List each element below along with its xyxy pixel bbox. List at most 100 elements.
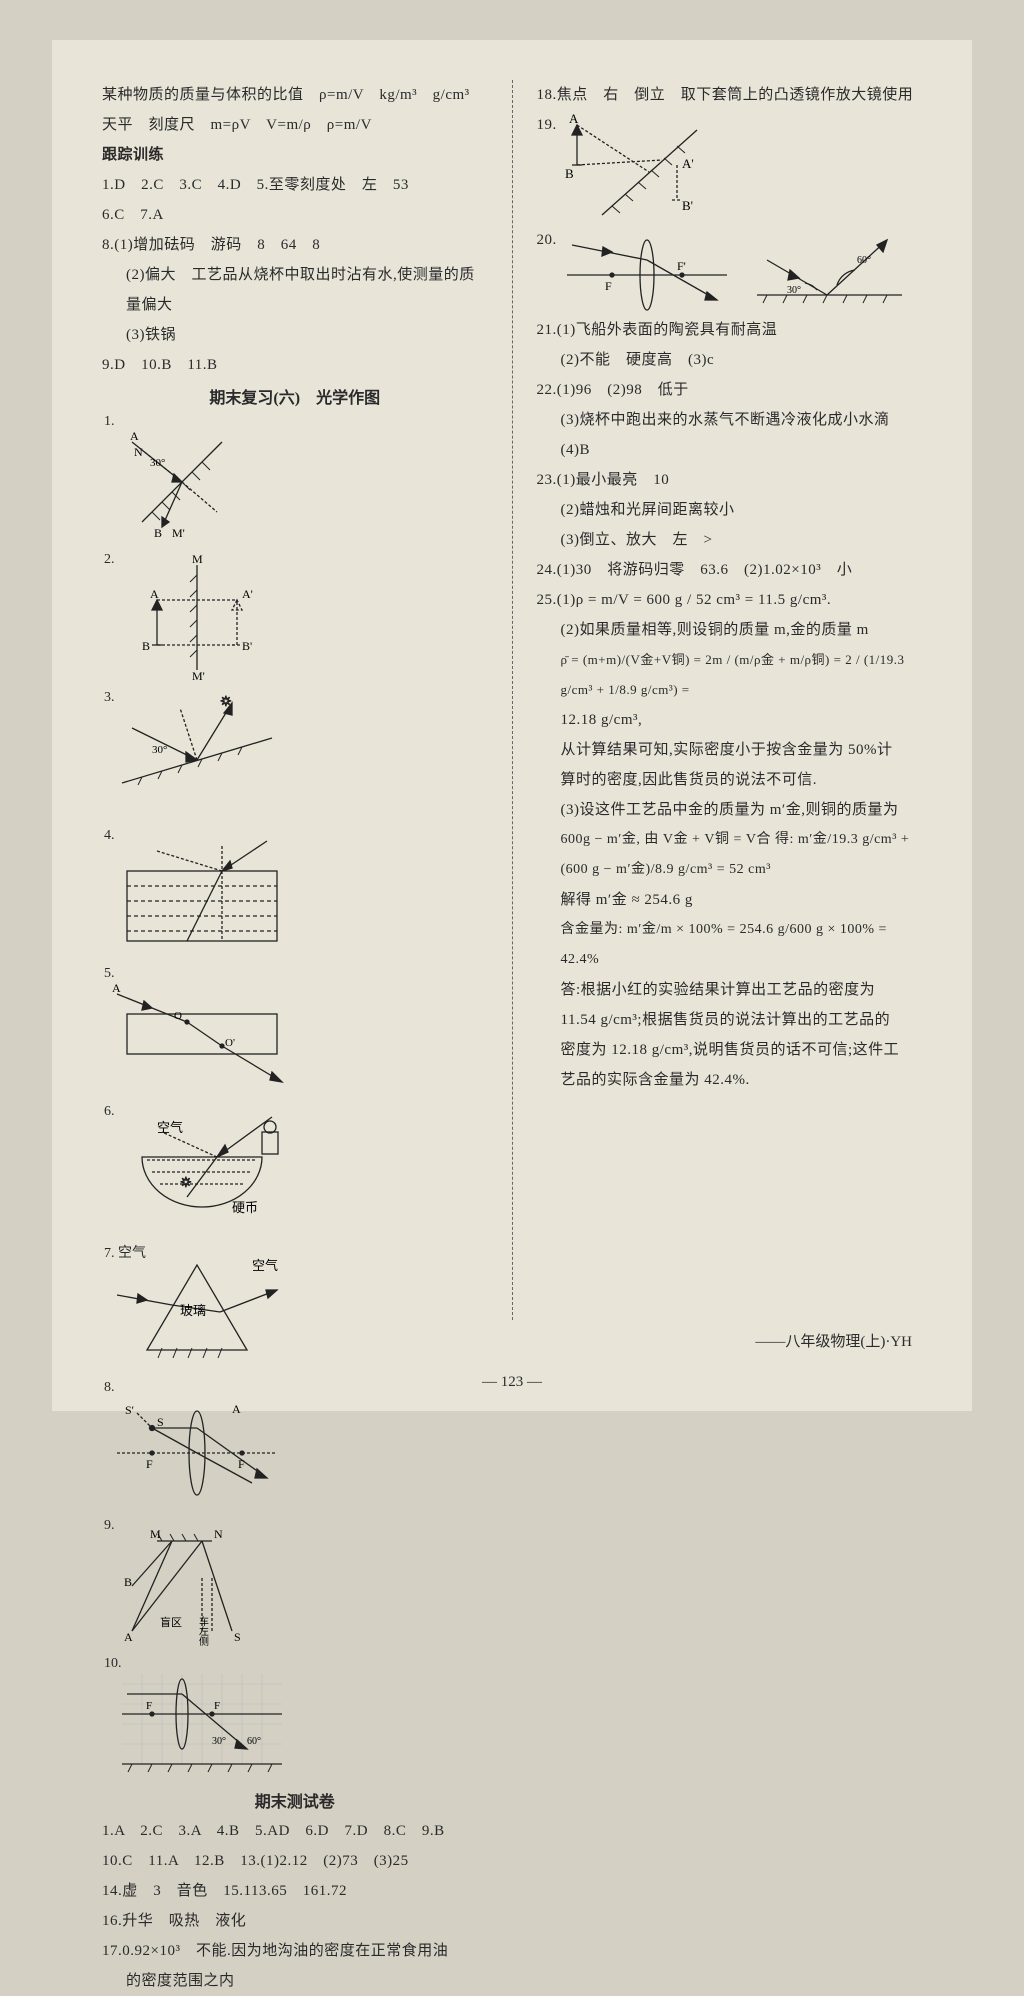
formula-line: ρ̄ = (m+m)/(V金+V铜) = 2m / (m/ρ金 + m/ρ铜) …	[537, 645, 923, 705]
answer-line: 的密度范围之内	[102, 1966, 488, 1996]
label-F: F	[605, 279, 612, 293]
label-Fp: F'	[677, 259, 686, 273]
answer-line: 算时的密度,因此售货员的说法不可信.	[537, 765, 923, 795]
label-Op: O'	[225, 1037, 235, 1049]
diagram-number: 7. 空气	[104, 1242, 146, 1262]
label-F: F	[146, 1700, 152, 1712]
right-column: 18.焦点 右 倒立 取下套筒上的凸透镜作放大镜使用 19.	[537, 80, 923, 1320]
diagram-20b: 30° 60°	[737, 225, 917, 315]
diagram-number: 9.	[104, 1518, 115, 1534]
label-A: A	[569, 111, 579, 126]
label-Bp: B'	[682, 198, 693, 213]
book-tag: ——八年级物理(上)·YH	[755, 1330, 912, 1351]
label-coin: 硬币	[232, 1200, 258, 1215]
label-B: B	[142, 639, 150, 653]
answer-line: 从计算结果可知,实际密度小于按含金量为 50%计	[537, 735, 923, 765]
answer-line: 解得 m′金 ≈ 254.6 g	[537, 885, 923, 915]
angle-60: 60°	[247, 1736, 261, 1747]
label-F: F	[214, 1700, 220, 1712]
label-B: B	[124, 1575, 132, 1589]
svg-text:✷: ✷	[180, 1176, 192, 1191]
diagram-10: 10.	[102, 1654, 292, 1784]
intro-line-1: 某种物质的质量与体积的比值 ρ=m/V kg/m³ g/cm³	[102, 80, 488, 110]
page-number: — 123 —	[52, 1374, 972, 1391]
diagram-svg: S' S F F A	[102, 1378, 292, 1508]
answer-line: (2)蜡烛和光屏间距离较小	[537, 495, 923, 525]
answer-line: (2)偏大 工艺品从烧杯中取出时沾有水,使测量的质	[102, 260, 488, 290]
diagram-number: 2.	[104, 552, 115, 568]
answer-line: 答:根据小红的实验结果计算出工艺品的密度为	[537, 975, 923, 1005]
answer-line: (3)铁锅	[102, 320, 488, 350]
diagram-number: 4.	[104, 828, 115, 844]
label-B: B	[154, 526, 162, 540]
label-S: S	[157, 1415, 164, 1429]
diagram-3: 3. ✷	[102, 688, 292, 818]
diagram-svg: A O O'	[102, 964, 292, 1094]
label-S: S	[234, 1630, 241, 1644]
diagram-svg: M N B A S 盲区 车左侧	[102, 1516, 292, 1646]
answer-line: (2)如果质量相等,则设铜的质量 m,金的质量 m	[537, 615, 923, 645]
label-glass: 玻璃	[180, 1303, 206, 1318]
answer-line: (4)B	[537, 435, 923, 465]
diagram-9: 9.	[102, 1516, 292, 1646]
formula-line: (600 g − m′金)/8.9 g/cm³ = 52 cm³	[537, 855, 923, 885]
diagram-1: 1.	[102, 412, 292, 542]
angle-60: 60°	[857, 255, 871, 266]
diagram-number: 6.	[104, 1104, 115, 1120]
angle-30: 30°	[212, 1736, 226, 1747]
diagram-number: 19.	[537, 110, 557, 140]
label-Mp: M'	[192, 669, 205, 680]
label-blind: 盲区	[160, 1615, 182, 1629]
answer-line: 9.D 10.B 11.B	[102, 350, 488, 380]
answer-line: 24.(1)30 将游码归零 63.6 (2)1.02×10³ 小	[537, 555, 923, 585]
label-F: F	[146, 1457, 153, 1471]
formula-line: 600g − m′金, 由 V金 + V铜 = V合 得: m′金/19.3 g…	[537, 825, 923, 855]
answer-line: (3)设这件工艺品中金的质量为 m′金,则铜的质量为	[537, 795, 923, 825]
answer-line: 11.54 g/cm³;根据售货员的说法计算出的工艺品的	[537, 1005, 923, 1035]
answer-line: 1.D 2.C 3.C 4.D 5.至零刻度处 左 53	[102, 170, 488, 200]
page: 某种物质的质量与体积的比值 ρ=m/V kg/m³ g/cm³ 天平 刻度尺 m…	[52, 40, 972, 1411]
diagram-svg	[102, 826, 292, 956]
answer-line: 14.虚 3 音色 15.113.65 161.72	[102, 1876, 488, 1906]
diagram-number: 3.	[104, 690, 115, 706]
answer-line: 23.(1)最小最亮 10	[537, 465, 923, 495]
heading-final-test: 期末测试卷	[102, 1788, 488, 1812]
diagram-4: 4.	[102, 826, 292, 956]
answer-line: 22.(1)96 (2)98 低于	[537, 375, 923, 405]
answer-line: 艺品的实际含金量为 42.4%.	[537, 1065, 923, 1095]
label-carside: 车左侧	[197, 1615, 209, 1646]
label-A: A	[124, 1630, 133, 1644]
diagram-svg: F F'	[557, 225, 737, 315]
label-A: A	[232, 1402, 241, 1416]
section-follow: 跟踪训练	[102, 140, 488, 170]
diagram-number: 20.	[537, 225, 557, 255]
diagram-svg: 30° 60°	[737, 225, 917, 315]
answer-line: 10.C 11.A 12.B 13.(1)2.12 (2)73 (3)25	[102, 1846, 488, 1876]
angle-30: 30°	[787, 285, 801, 296]
diagram-svg: A B A' B'	[557, 110, 737, 225]
answer-line: (2)不能 硬度高 (3)c	[537, 345, 923, 375]
answer-line: 密度为 12.18 g/cm³,说明售货员的话不可信;这件工	[537, 1035, 923, 1065]
diagram-5: 5. A O	[102, 964, 292, 1094]
label-A: A	[130, 429, 139, 443]
optics-diagram-grid: 1.	[102, 412, 488, 1784]
diagram-8: 8.	[102, 1378, 292, 1508]
columns: 某种物质的质量与体积的比值 ρ=m/V kg/m³ g/cm³ 天平 刻度尺 m…	[102, 80, 922, 1320]
diagram-2: 2.	[102, 550, 292, 680]
label-M: M	[192, 552, 203, 566]
answer-line: 21.(1)飞船外表面的陶瓷具有耐高温	[537, 315, 923, 345]
label-Sp: S'	[125, 1403, 134, 1417]
label-N: N	[134, 445, 143, 459]
column-divider	[512, 80, 513, 1320]
label-B: B	[565, 166, 574, 181]
diagram-number: 5.	[104, 966, 115, 982]
formula-line: 含金量为: m′金/m × 100% = 254.6 g/600 g × 100…	[537, 915, 923, 975]
diagram-svg: M M' A B A' B'	[102, 550, 292, 680]
diagram-number: 10.	[104, 1656, 122, 1672]
label-Bp: B'	[242, 639, 252, 653]
answer-line: 8.(1)增加砝码 游码 8 64 8	[102, 230, 488, 260]
label-air: 空气	[252, 1258, 278, 1273]
intro-line-2: 天平 刻度尺 m=ρV V=m/ρ ρ=m/V	[102, 110, 488, 140]
answer-line: 量偏大	[102, 290, 488, 320]
diagram-svg: ✷ 空气 硬币	[102, 1102, 292, 1232]
